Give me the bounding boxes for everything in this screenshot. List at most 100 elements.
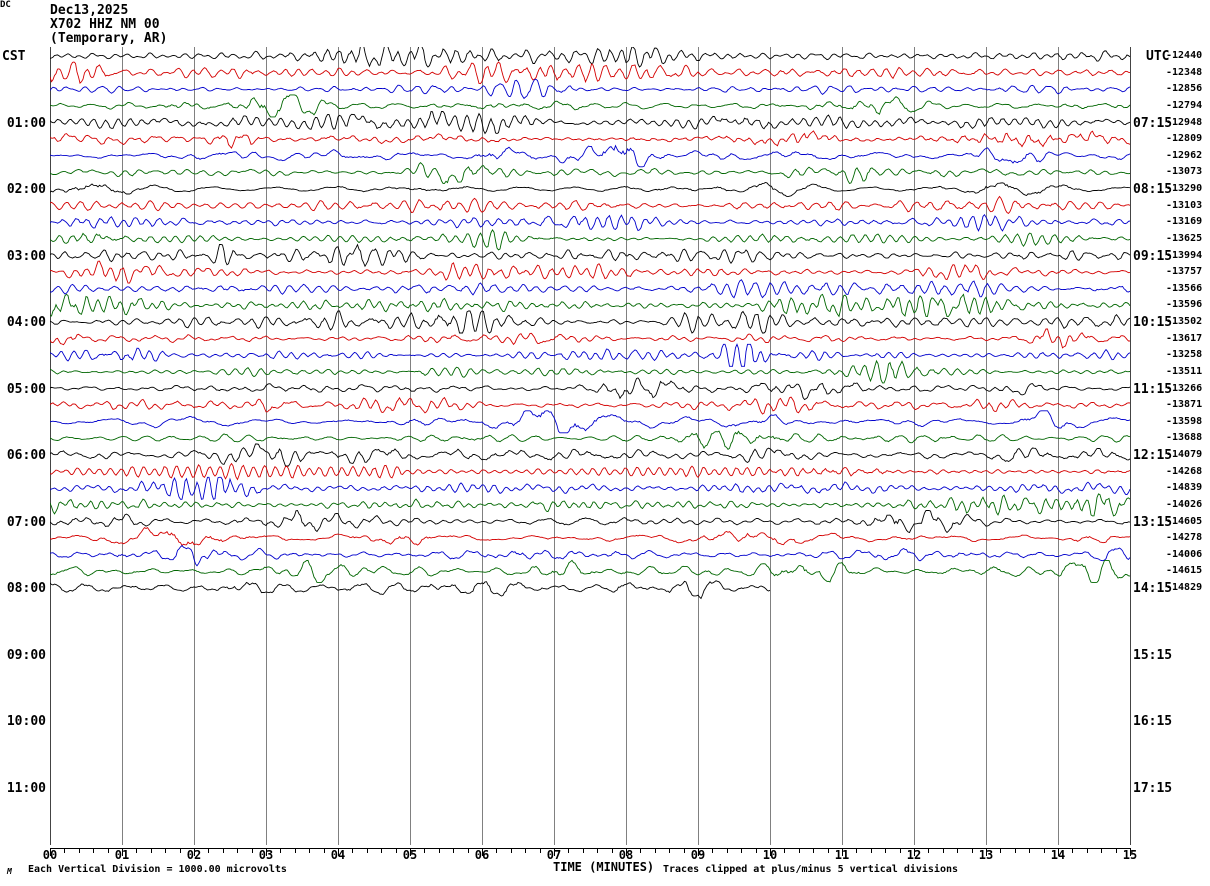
dc-value-0330: -13566 bbox=[1166, 282, 1203, 294]
cst-hour-label-0200: 02:00 bbox=[6, 182, 46, 197]
seismic-trace-0400 bbox=[49, 310, 1131, 334]
dc-value-0215: -13103 bbox=[1166, 199, 1203, 211]
header-network-note: (Temporary, AR) bbox=[50, 31, 168, 46]
seismic-trace-0430 bbox=[49, 343, 1131, 367]
x-tick-label-13: 13 bbox=[978, 848, 994, 862]
seismic-trace-0045 bbox=[50, 94, 1131, 118]
plot-header: Dec13,2025 X702 HHZ NM 00 (Temporary, AR… bbox=[50, 4, 167, 46]
cst-hour-label-1100: 11:00 bbox=[6, 780, 46, 796]
dc-value-0030: -12856 bbox=[1166, 83, 1203, 95]
cst-hour-label-0400: 04:00 bbox=[6, 315, 46, 330]
x-tick-label-11: 11 bbox=[834, 848, 850, 862]
dc-value-0130: -12962 bbox=[1166, 149, 1203, 161]
x-tick-label-12: 12 bbox=[906, 848, 922, 862]
seismic-trace-0115 bbox=[49, 130, 1131, 149]
utc-hour-label-1415: 14:15 bbox=[1133, 581, 1173, 596]
x-tick-label-01: 01 bbox=[114, 848, 130, 862]
x-tick-label-08: 08 bbox=[618, 848, 634, 862]
dc-value-0045: -12794 bbox=[1166, 99, 1203, 111]
vertical-division-note: Each Vertical Division = 1000.00 microvo… bbox=[28, 864, 287, 875]
dc-value-0715: -14278 bbox=[1166, 532, 1203, 544]
dc-value-0000: -12440 bbox=[1166, 50, 1203, 61]
seismic-trace-0645 bbox=[49, 493, 1131, 517]
dc-value-0800: -14829 bbox=[1166, 582, 1203, 593]
seismic-trace-0530 bbox=[49, 410, 1131, 434]
trace-canvas bbox=[49, 44, 1131, 845]
x-tick-label-05: 05 bbox=[402, 848, 418, 862]
utc-hour-label-0815: 08:15 bbox=[1133, 182, 1173, 197]
cst-hour-label-0700: 07:00 bbox=[6, 514, 46, 530]
cst-hour-label-1000: 10:00 bbox=[6, 714, 46, 729]
dc-value-0200: -13290 bbox=[1166, 183, 1203, 194]
dc-value-0345: -13596 bbox=[1166, 299, 1203, 311]
dc-value-0630: -14839 bbox=[1166, 482, 1203, 494]
x-axis-title: TIME (MINUTES) bbox=[553, 860, 655, 874]
header-date: Dec13,2025 bbox=[50, 3, 129, 18]
seismic-trace-0715 bbox=[49, 526, 1131, 547]
dc-value-0545: -13688 bbox=[1166, 432, 1203, 444]
seismic-trace-0145 bbox=[49, 161, 1131, 184]
seismic-trace-0545 bbox=[49, 430, 1131, 451]
right-axis-header: UTC bbox=[1146, 49, 1170, 64]
seismic-trace-0600 bbox=[49, 443, 1131, 467]
seismic-trace-0730 bbox=[49, 544, 1131, 567]
dc-value-0645: -14026 bbox=[1166, 498, 1203, 510]
x-tick-label-09: 09 bbox=[690, 848, 706, 862]
utc-hour-label-0715: 07:15 bbox=[1133, 115, 1173, 131]
seismic-trace-0415 bbox=[49, 328, 1130, 349]
x-tick-label-07: 07 bbox=[546, 848, 562, 862]
utc-hour-label-1515: 15:15 bbox=[1133, 647, 1173, 663]
seismic-trace-0000 bbox=[49, 44, 1131, 68]
seismogram-plot-area bbox=[49, 44, 1131, 845]
utc-hour-label-0915: 09:15 bbox=[1133, 248, 1173, 264]
header-station: X702 HHZ NM 00 bbox=[50, 17, 160, 32]
dc-value-0600: -14079 bbox=[1166, 449, 1203, 460]
x-tick-label-02: 02 bbox=[186, 848, 202, 862]
seismic-trace-0700 bbox=[49, 509, 1131, 534]
seismic-trace-0230 bbox=[49, 213, 1131, 232]
seismic-trace-0030 bbox=[49, 78, 1131, 100]
dc-value-0430: -13258 bbox=[1166, 349, 1203, 361]
seismic-trace-0015 bbox=[49, 61, 1131, 85]
cst-hour-label-0900: 09:00 bbox=[6, 647, 46, 663]
seismic-trace-0630 bbox=[49, 476, 1131, 500]
seismic-trace-0515 bbox=[49, 396, 1131, 415]
seismic-trace-0200 bbox=[49, 182, 1131, 198]
dc-value-0245: -13625 bbox=[1166, 232, 1203, 244]
dc-value-0530: -13598 bbox=[1166, 415, 1203, 427]
dc-value-0730: -14006 bbox=[1166, 548, 1203, 560]
x-tick-label-10: 10 bbox=[762, 848, 778, 862]
dc-value-0300: -13994 bbox=[1166, 249, 1203, 261]
dc-value-0145: -13073 bbox=[1166, 166, 1203, 178]
seismic-trace-0500 bbox=[49, 377, 1131, 401]
dc-value-0115: -12809 bbox=[1166, 133, 1203, 145]
seismic-trace-0245 bbox=[49, 229, 1131, 251]
dc-value-0500: -13266 bbox=[1166, 382, 1203, 394]
dc-value-0400: -13502 bbox=[1166, 316, 1203, 327]
x-tick-label-06: 06 bbox=[474, 848, 490, 862]
seismic-trace-0330 bbox=[50, 279, 1131, 299]
dc-value-0015: -12348 bbox=[1166, 66, 1203, 78]
left-axis-header: CST bbox=[2, 49, 26, 64]
time-axis-ticks bbox=[50, 848, 1131, 856]
seismic-trace-0445 bbox=[49, 359, 1131, 384]
x-tick-label-00: 00 bbox=[42, 848, 58, 862]
x-tick-label-04: 04 bbox=[330, 848, 346, 862]
utc-hour-label-1215: 12:15 bbox=[1133, 448, 1173, 463]
dc-value-0515: -13871 bbox=[1166, 399, 1203, 411]
corner-watermark: M bbox=[7, 867, 12, 876]
utc-hour-label-1115: 11:15 bbox=[1133, 381, 1173, 397]
seismic-trace-0100 bbox=[49, 110, 1131, 135]
dc-value-0100: -12948 bbox=[1166, 116, 1203, 128]
utc-hour-label-1615: 16:15 bbox=[1133, 714, 1173, 729]
x-tick-label-03: 03 bbox=[258, 848, 274, 862]
cst-hour-label-0600: 06:00 bbox=[6, 448, 46, 463]
dc-value-0700: -14605 bbox=[1166, 515, 1203, 527]
cst-hour-label-0500: 05:00 bbox=[6, 381, 46, 397]
seismic-trace-0345 bbox=[49, 293, 1131, 318]
time-axis bbox=[50, 845, 1131, 857]
utc-hour-label-1315: 13:15 bbox=[1133, 514, 1173, 530]
cst-hour-label-0800: 08:00 bbox=[6, 581, 46, 596]
cst-hour-label-0300: 03:00 bbox=[6, 248, 46, 264]
